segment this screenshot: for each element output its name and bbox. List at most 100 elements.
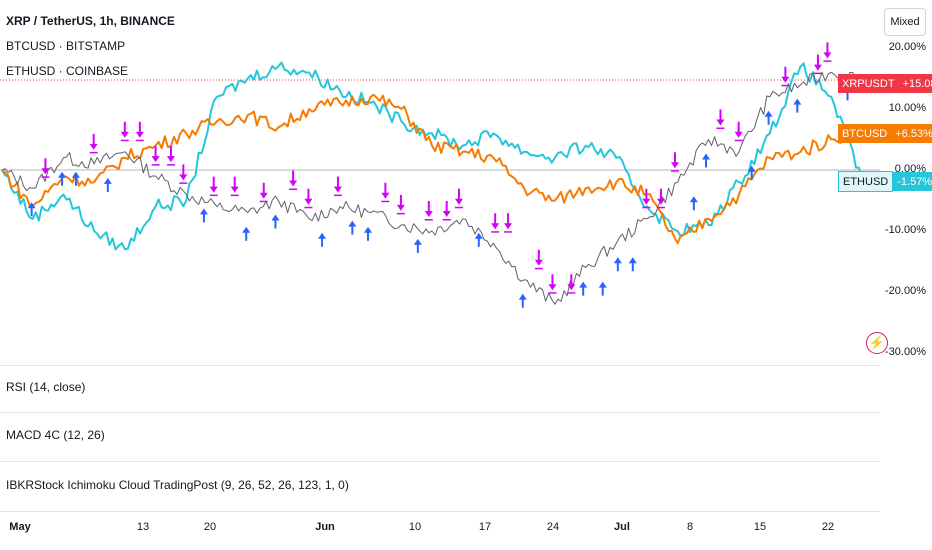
series-line-xrpusdt xyxy=(1,71,863,305)
sell-signal-bar xyxy=(424,219,433,221)
sell-signal-arrow xyxy=(289,170,298,187)
sell-signal-bar xyxy=(781,84,790,87)
pane-divider[interactable] xyxy=(0,412,880,413)
sell-signal-arrow xyxy=(504,213,513,230)
pane-divider[interactable] xyxy=(0,461,880,462)
series-line-btcusd xyxy=(1,93,863,245)
buy-signal-arrow xyxy=(628,257,637,272)
sell-signal-bar xyxy=(209,194,218,197)
sell-signal-bar xyxy=(259,200,268,203)
buy-signal-arrow xyxy=(58,171,67,186)
buy-signal-arrow xyxy=(413,238,422,253)
sell-signal-arrow xyxy=(781,66,790,83)
sell-signal-arrow xyxy=(642,188,651,205)
sell-signal-arrow xyxy=(813,54,822,71)
buy-signal-arrow xyxy=(474,232,483,247)
sell-signal-arrow xyxy=(396,194,405,211)
y-tick-label: -10.00% xyxy=(885,224,926,236)
x-tick-label: 15 xyxy=(753,521,767,533)
sell-signal-arrow xyxy=(179,164,188,181)
sell-signal-arrow xyxy=(259,182,268,199)
sell-signal-arrow xyxy=(120,121,129,138)
xrp-price-tag: XRPUSDT +15.08% xyxy=(838,74,932,93)
x-tick-label: May xyxy=(9,521,31,533)
sell-signal-bar xyxy=(135,139,144,142)
sell-signal-bar xyxy=(41,176,50,178)
buy-signal-arrow xyxy=(702,153,711,168)
xrp-tag-pct: +15.08% xyxy=(898,74,932,93)
buy-signal-arrow xyxy=(318,232,327,247)
btc-tag-name: BTCUSD xyxy=(838,124,892,143)
rsi-pane-label[interactable]: RSI (14, close) xyxy=(6,380,86,394)
pane-divider xyxy=(0,511,880,512)
xrp-tag-name: XRPUSDT xyxy=(838,74,899,93)
buy-signal-arrow xyxy=(348,220,357,235)
sell-signal-bar xyxy=(120,139,129,142)
x-tick-label: 24 xyxy=(546,521,560,533)
y-tick-label: 10.00% xyxy=(888,102,926,114)
buy-signal-arrow xyxy=(518,293,527,308)
sell-signal-bar xyxy=(89,151,98,154)
buy-signal-arrow xyxy=(199,208,208,223)
scale-mode-button[interactable]: Mixed xyxy=(884,8,926,36)
x-tick-label: 22 xyxy=(821,521,835,533)
sell-signal-bar xyxy=(567,292,576,294)
sell-signal-arrow xyxy=(656,188,665,205)
x-tick-label: 8 xyxy=(686,521,694,533)
sell-signal-bar xyxy=(642,206,651,209)
buy-signal-arrow xyxy=(27,202,36,217)
buy-signal-arrow xyxy=(747,165,756,180)
compare-eth-label[interactable]: ETHUSD · COINBASE xyxy=(6,64,129,78)
macd-pane-label[interactable]: MACD 4C (12, 26) xyxy=(6,428,105,442)
buy-signal-arrow xyxy=(364,226,373,241)
sell-signal-arrow xyxy=(41,158,50,175)
ichimoku-pane-label[interactable]: IBKRStock Ichimoku Cloud TradingPost (9,… xyxy=(6,478,349,492)
x-tick-label: Jul xyxy=(614,521,630,533)
sell-signal-bar xyxy=(230,194,239,197)
sell-signal-arrow xyxy=(716,109,725,126)
eth-tag-pct: -1.57% xyxy=(893,172,932,191)
sell-signal-arrow xyxy=(209,176,218,193)
x-tick-label: 13 xyxy=(136,521,150,533)
buy-signal-arrow xyxy=(271,214,280,229)
sell-signal-bar xyxy=(151,164,160,166)
sell-signal-arrow xyxy=(823,42,832,59)
sell-signal-bar xyxy=(823,60,832,62)
x-tick-label: Jun xyxy=(315,521,335,533)
x-tick-label: 10 xyxy=(408,521,422,533)
sell-signal-arrow xyxy=(424,201,433,217)
pane-divider[interactable] xyxy=(0,365,880,366)
lightning-icon[interactable]: ⚡ xyxy=(866,332,888,354)
buy-signal-arrow xyxy=(793,98,802,113)
buy-signal-arrow xyxy=(103,177,112,192)
sell-signal-bar xyxy=(333,194,342,197)
sell-signal-bar xyxy=(671,170,680,172)
x-tick-label: 17 xyxy=(478,521,492,533)
sell-signal-bar xyxy=(534,267,543,270)
sell-signal-bar xyxy=(166,164,175,166)
compare-btc-label[interactable]: BTCUSD · BITSTAMP xyxy=(6,39,126,53)
buy-signal-arrow xyxy=(598,281,607,296)
sell-signal-arrow xyxy=(567,274,576,291)
y-tick-label: -20.00% xyxy=(885,285,926,297)
btc-price-tag: BTCUSD +6.53% xyxy=(838,124,932,143)
y-tick-label: 20.00% xyxy=(888,41,926,53)
sell-signal-arrow xyxy=(734,121,743,138)
sell-signal-arrow xyxy=(333,176,342,193)
main-symbol-label[interactable]: XRP / TetherUS, 1h, BINANCE xyxy=(6,14,175,28)
series-line-ethusd xyxy=(1,61,863,251)
sell-signal-arrow xyxy=(304,188,313,205)
sell-signal-bar xyxy=(504,231,513,233)
sell-signal-bar xyxy=(381,200,390,203)
buy-signal-arrow xyxy=(613,257,622,272)
sell-signal-bar xyxy=(396,212,405,215)
sell-signal-bar xyxy=(455,206,464,209)
sell-signal-arrow xyxy=(230,176,239,193)
sell-signal-arrow xyxy=(534,249,543,266)
sell-signal-bar xyxy=(716,127,725,129)
sell-signal-bar xyxy=(442,219,451,221)
sell-signal-bar xyxy=(656,206,665,209)
sell-signal-bar xyxy=(491,231,500,233)
sell-signal-arrow xyxy=(491,213,500,230)
